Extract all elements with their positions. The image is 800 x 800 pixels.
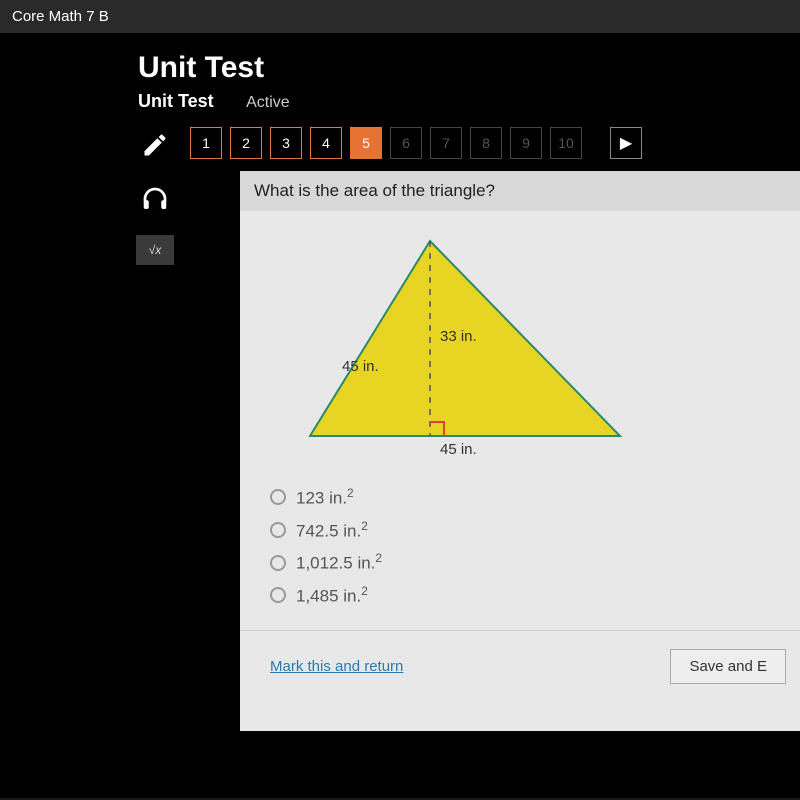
question-nav-7: 7 <box>430 127 462 159</box>
question-nav-6: 6 <box>390 127 422 159</box>
page-title: Unit Test <box>138 51 800 85</box>
headphones-icon[interactable] <box>137 181 173 217</box>
question-nav-2[interactable]: 2 <box>230 127 262 159</box>
question-nav-10: 10 <box>550 127 582 159</box>
course-header: Core Math 7 B <box>0 0 800 33</box>
equation-label: √x <box>149 243 162 257</box>
question-nav-1[interactable]: 1 <box>190 127 222 159</box>
status-label: Active <box>246 94 290 112</box>
radio-icon <box>270 555 286 571</box>
radio-icon <box>270 522 286 538</box>
left-gutter <box>0 33 130 798</box>
pencil-icon[interactable] <box>137 127 173 163</box>
content: Unit Test Unit Test Active √x 1234567891… <box>130 33 800 798</box>
svg-text:45 in.: 45 in. <box>440 441 477 456</box>
question-nav-4[interactable]: 4 <box>310 127 342 159</box>
radio-icon <box>270 587 286 603</box>
nav-row: √x 12345678910 ▶ What is the area of the … <box>130 122 800 731</box>
answer-text: 1,485 in.2 <box>296 584 368 607</box>
mark-return-link[interactable]: Mark this and return <box>270 658 403 675</box>
course-name: Core Math 7 B <box>12 8 109 25</box>
answer-option-1[interactable]: 742.5 in.2 <box>270 514 800 547</box>
answer-option-2[interactable]: 1,012.5 in.2 <box>270 546 800 579</box>
sub-title: Unit Test <box>138 91 214 112</box>
question-nav: 12345678910 ▶ <box>190 122 800 171</box>
answer-list: 123 in.2 742.5 in.2 1,012.5 in.2 1,485 in.2 <box>240 471 800 612</box>
bottom-bar: Mark this and return Save and E <box>240 630 800 684</box>
svg-text:45 in.: 45 in. <box>342 358 379 375</box>
answer-text: 1,012.5 in.2 <box>296 551 382 574</box>
question-prompt: What is the area of the triangle? <box>240 171 800 211</box>
nav-and-question: 12345678910 ▶ What is the area of the tri… <box>190 122 800 731</box>
equation-tool[interactable]: √x <box>136 235 174 265</box>
radio-icon <box>270 489 286 505</box>
question-nav-8: 8 <box>470 127 502 159</box>
answer-text: 123 in.2 <box>296 486 354 509</box>
question-nav-5[interactable]: 5 <box>350 127 382 159</box>
title-block: Unit Test Unit Test Active <box>130 33 800 122</box>
answer-option-3[interactable]: 1,485 in.2 <box>270 579 800 612</box>
save-button[interactable]: Save and E <box>670 649 786 684</box>
triangle-figure: 45 in. 33 in. 45 in. <box>240 211 800 471</box>
main: Unit Test Unit Test Active √x 1234567891… <box>0 33 800 798</box>
question-panel: What is the area of the triangle? 45 in.… <box>240 171 800 731</box>
answer-option-0[interactable]: 123 in.2 <box>270 481 800 514</box>
next-arrow[interactable]: ▶ <box>610 127 642 159</box>
tool-column: √x <box>130 122 180 265</box>
triangle-svg: 45 in. 33 in. 45 in. <box>300 236 630 456</box>
answer-text: 742.5 in.2 <box>296 519 368 542</box>
question-nav-9: 9 <box>510 127 542 159</box>
svg-text:33 in.: 33 in. <box>440 328 477 345</box>
question-nav-3[interactable]: 3 <box>270 127 302 159</box>
